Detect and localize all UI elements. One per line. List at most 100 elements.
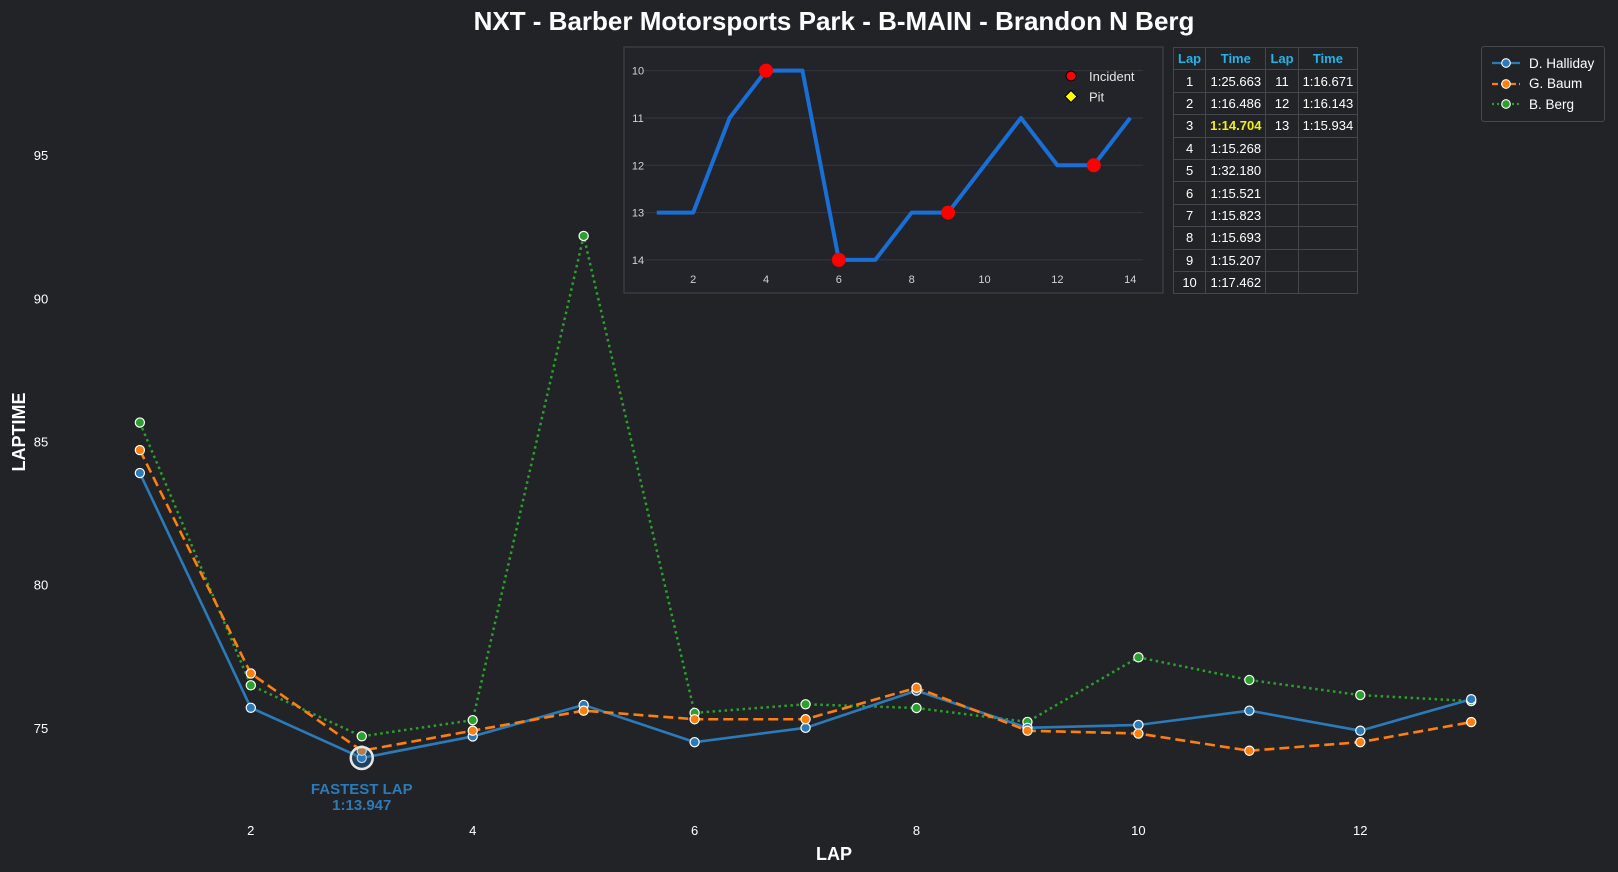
data-point xyxy=(1133,652,1144,663)
y-axis-label: LAPTIME xyxy=(9,393,29,472)
data-point xyxy=(1466,694,1477,705)
data-point xyxy=(800,699,811,710)
inset-x-tick-label: 2 xyxy=(690,274,696,286)
data-point xyxy=(800,722,811,734)
x-tick-label: 8 xyxy=(913,823,920,838)
table-row: 5 1:32.180 xyxy=(1172,158,1359,183)
data-point xyxy=(134,467,146,479)
table-cell-lap xyxy=(1265,226,1299,250)
data-point xyxy=(689,714,700,725)
table-cell-time: 1:17.462 xyxy=(1205,270,1267,295)
inset-x-tick-label: 12 xyxy=(1051,274,1063,286)
table-row: 7 1:15.823 xyxy=(1172,203,1359,228)
table-cell-time xyxy=(1297,158,1359,183)
data-point xyxy=(1355,689,1366,701)
data-point xyxy=(800,714,811,725)
data-point xyxy=(1244,745,1255,756)
data-point xyxy=(134,417,146,428)
table-cell-time xyxy=(1297,226,1359,250)
incident-marker xyxy=(759,63,774,78)
table-cell-lap: 10 xyxy=(1172,270,1207,295)
table-cell-lap: 7 xyxy=(1172,203,1207,228)
x-axis-label: LAP xyxy=(816,844,852,864)
inset-y-tick-label: 14 xyxy=(632,255,644,267)
inset-position-line xyxy=(656,68,1132,262)
legend-label: B. Berg xyxy=(1529,96,1575,112)
table-cell-time: 1:16.486 xyxy=(1205,91,1267,116)
table-cell-lap: 1 xyxy=(1172,69,1207,93)
table-cell-lap: 4 xyxy=(1172,136,1207,160)
y-tick-label: 75 xyxy=(34,721,48,736)
data-point xyxy=(1244,705,1255,716)
lap-times-table: Lap Time Lap Time 1 1:25.663 11 1:16.671 2 1:… xyxy=(1172,46,1359,295)
incident-marker xyxy=(1086,158,1101,173)
inset-y-tick-label: 12 xyxy=(632,160,644,172)
data-point xyxy=(578,230,589,242)
table-cell-time xyxy=(1297,136,1359,160)
table-cell-lap: 9 xyxy=(1172,248,1207,272)
inset-y-tick-label: 11 xyxy=(632,113,643,125)
data-point xyxy=(467,714,478,726)
table-row: 9 1:15.207 xyxy=(1172,248,1359,272)
table-cell-time: 1:15.693 xyxy=(1205,226,1267,250)
y-tick-label: 90 xyxy=(34,291,48,306)
table-cell-lap: 8 xyxy=(1172,226,1207,250)
table-cell-lap: 12 xyxy=(1265,91,1299,116)
table-row: 6 1:15.521 xyxy=(1172,181,1359,205)
data-point xyxy=(1133,728,1144,739)
fastest-lap-time: 1:13.947 xyxy=(332,797,391,814)
inset-x-tick-label: 4 xyxy=(763,274,769,286)
y-tick-label: 80 xyxy=(34,578,48,593)
table-cell-lap xyxy=(1265,270,1299,295)
legend-label: D. Halliday xyxy=(1529,55,1595,71)
table-row: 2 1:16.486 12 1:16.143 xyxy=(1172,91,1359,116)
data-point xyxy=(245,668,257,679)
table-cell-time: 1:15.521 xyxy=(1205,181,1267,205)
data-point xyxy=(1466,716,1477,728)
table-header-time-1: Time xyxy=(1205,46,1267,71)
table-header-lap-1: Lap xyxy=(1172,46,1207,71)
legend-swatch-icon xyxy=(1492,99,1520,110)
table-cell-time: 1:15.268 xyxy=(1205,136,1267,160)
inset-legend-pit-icon xyxy=(1064,89,1078,104)
data-point xyxy=(1244,674,1255,686)
table-cell-time: 1:14.704 xyxy=(1205,114,1267,138)
inset-legend-incident-icon xyxy=(1065,70,1077,82)
table-cell-lap: 5 xyxy=(1172,158,1207,183)
table-cell-time xyxy=(1297,248,1359,272)
legend-item: B. Berg xyxy=(1491,94,1604,115)
data-point xyxy=(356,731,367,742)
fastest-lap-marker xyxy=(349,745,375,771)
table-cell-lap xyxy=(1265,203,1299,228)
x-tick-label: 4 xyxy=(469,823,476,838)
data-point xyxy=(689,736,700,748)
inset-position-chart: 10 11 12 13 14 2 4 6 8 10 12 14 Incident Pit xyxy=(623,46,1164,294)
table-cell-lap xyxy=(1265,136,1299,160)
table-cell-lap: 13 xyxy=(1265,114,1299,138)
table-header-lap-2: Lap xyxy=(1265,46,1299,71)
data-point xyxy=(134,444,146,456)
table-header-row: Lap Time Lap Time xyxy=(1172,46,1359,71)
y-tick-label: 85 xyxy=(34,435,48,450)
inset-x-tick-label: 6 xyxy=(836,274,842,286)
table-cell-time: 1:15.934 xyxy=(1297,114,1359,138)
table-cell-time: 1:32.180 xyxy=(1205,158,1267,183)
x-tick-label: 2 xyxy=(247,823,254,838)
series-line-b-berg xyxy=(138,234,1472,738)
data-point xyxy=(1022,725,1033,736)
inset-frame xyxy=(623,46,1164,294)
inset-legend-label: Incident xyxy=(1089,69,1135,84)
table-cell-time xyxy=(1297,203,1359,228)
table-cell-time: 1:25.663 xyxy=(1205,69,1267,93)
data-point xyxy=(911,682,922,693)
table-cell-lap xyxy=(1265,248,1299,272)
table-row: 4 1:15.268 xyxy=(1172,136,1359,160)
data-point xyxy=(1133,719,1144,731)
fastest-lap-label: FASTEST LAP xyxy=(311,781,413,798)
incident-marker xyxy=(941,205,956,220)
table-cell-time xyxy=(1297,181,1359,205)
table-cell-time: 1:15.823 xyxy=(1205,203,1267,228)
data-point xyxy=(1355,736,1366,748)
